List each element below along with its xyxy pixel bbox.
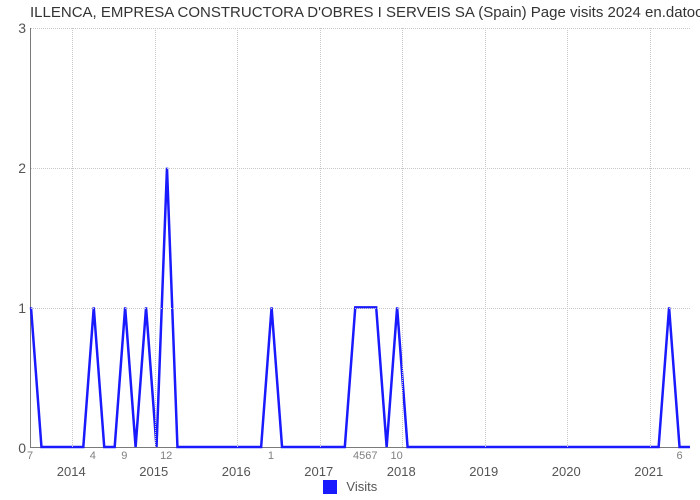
x-tick-label: 2018	[387, 464, 416, 479]
gridline	[31, 168, 690, 169]
data-annotation: 9	[121, 450, 127, 462]
data-annotation: 4	[90, 450, 96, 462]
x-tick-label: 2016	[222, 464, 251, 479]
chart-title: ILLENCA, EMPRESA CONSTRUCTORA D'OBRES I …	[30, 4, 700, 21]
legend-swatch	[323, 480, 337, 494]
gridline	[155, 28, 156, 447]
data-annotation: 4567	[353, 450, 377, 462]
legend-label: Visits	[346, 479, 377, 494]
legend: Visits	[0, 478, 700, 494]
plot-area	[30, 28, 690, 448]
x-tick-label: 2021	[634, 464, 663, 479]
x-tick-label: 2019	[469, 464, 498, 479]
chart-line-svg	[31, 28, 690, 447]
data-annotation: 6	[676, 450, 682, 462]
gridline	[320, 28, 321, 447]
gridline	[402, 28, 403, 447]
x-tick-label: 2017	[304, 464, 333, 479]
chart-container: ILLENCA, EMPRESA CONSTRUCTORA D'OBRES I …	[0, 0, 700, 500]
data-annotation: 7	[27, 450, 33, 462]
gridline	[31, 28, 690, 29]
x-tick-label: 2015	[139, 464, 168, 479]
gridline	[567, 28, 568, 447]
gridline	[650, 28, 651, 447]
gridline	[485, 28, 486, 447]
y-tick-label: 3	[8, 20, 26, 36]
gridline	[31, 308, 690, 309]
y-tick-label: 1	[8, 300, 26, 316]
data-annotation: 12	[160, 450, 172, 462]
y-tick-label: 2	[8, 160, 26, 176]
data-annotation: 1	[268, 450, 274, 462]
x-tick-label: 2014	[57, 464, 86, 479]
gridline	[237, 28, 238, 447]
gridline	[72, 28, 73, 447]
y-tick-label: 0	[8, 440, 26, 456]
x-tick-label: 2020	[552, 464, 581, 479]
data-annotation: 10	[391, 450, 403, 462]
